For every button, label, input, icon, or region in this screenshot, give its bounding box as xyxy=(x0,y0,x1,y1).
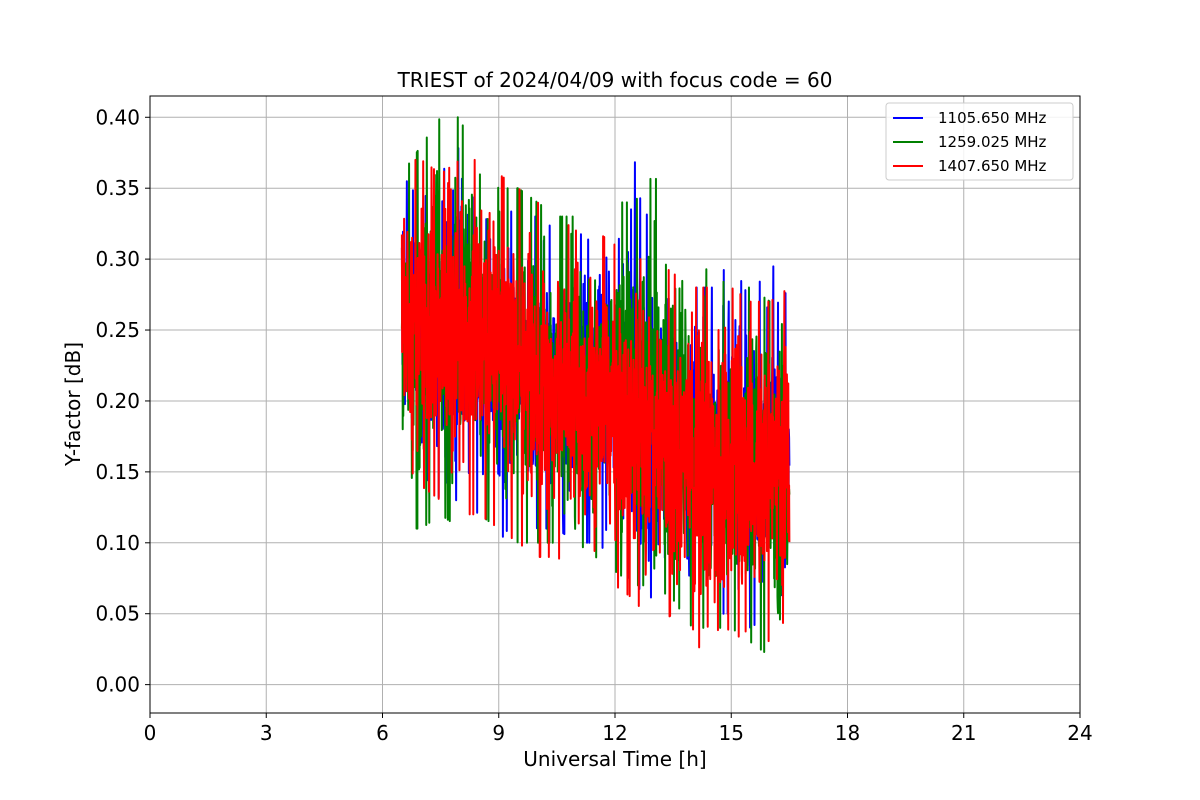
y-tick-label: 0.40 xyxy=(95,105,140,129)
x-tick-label: 24 xyxy=(1067,721,1092,745)
x-axis-label: Universal Time [h] xyxy=(523,747,706,771)
y-tick-label: 0.35 xyxy=(95,176,140,200)
legend-box xyxy=(885,102,1074,181)
x-tick-label: 3 xyxy=(260,721,273,745)
legend-label: 1105.650 MHz xyxy=(938,109,1047,127)
series-layer xyxy=(400,116,791,654)
x-tick-label: 6 xyxy=(376,721,389,745)
series-line-3 xyxy=(400,158,791,649)
x-tick-label: 12 xyxy=(602,721,627,745)
y-tick-label: 0.20 xyxy=(95,389,140,413)
y-tick-label: 0.05 xyxy=(95,602,140,626)
x-axis: 0 3 6 9 12 15 18 21 24 xyxy=(144,713,1093,745)
legend-label: 1407.650 MHz xyxy=(938,157,1047,175)
chart-title: TRIEST of 2024/04/09 with focus code = 6… xyxy=(397,68,833,92)
y-tick-label: 0.00 xyxy=(95,673,140,697)
x-tick-label: 15 xyxy=(719,721,744,745)
y-tick-label: 0.10 xyxy=(95,531,140,555)
x-tick-label: 9 xyxy=(492,721,505,745)
x-tick-label: 21 xyxy=(951,721,976,745)
y-axis-label: Y-factor [dB] xyxy=(61,342,85,467)
x-tick-label: 0 xyxy=(144,721,157,745)
x-tick-label: 18 xyxy=(835,721,860,745)
y-axis: 0.00 0.05 0.10 0.15 0.20 0.25 0.30 0.35 0.40 xyxy=(95,105,150,697)
y-tick-label: 0.25 xyxy=(95,318,140,342)
y-tick-label: 0.15 xyxy=(95,460,140,484)
legend: 1105.650 MHz 1259.025 MHz 1407.650 MHz xyxy=(885,102,1074,181)
legend-label: 1259.025 MHz xyxy=(938,133,1047,151)
y-tick-label: 0.30 xyxy=(95,247,140,271)
